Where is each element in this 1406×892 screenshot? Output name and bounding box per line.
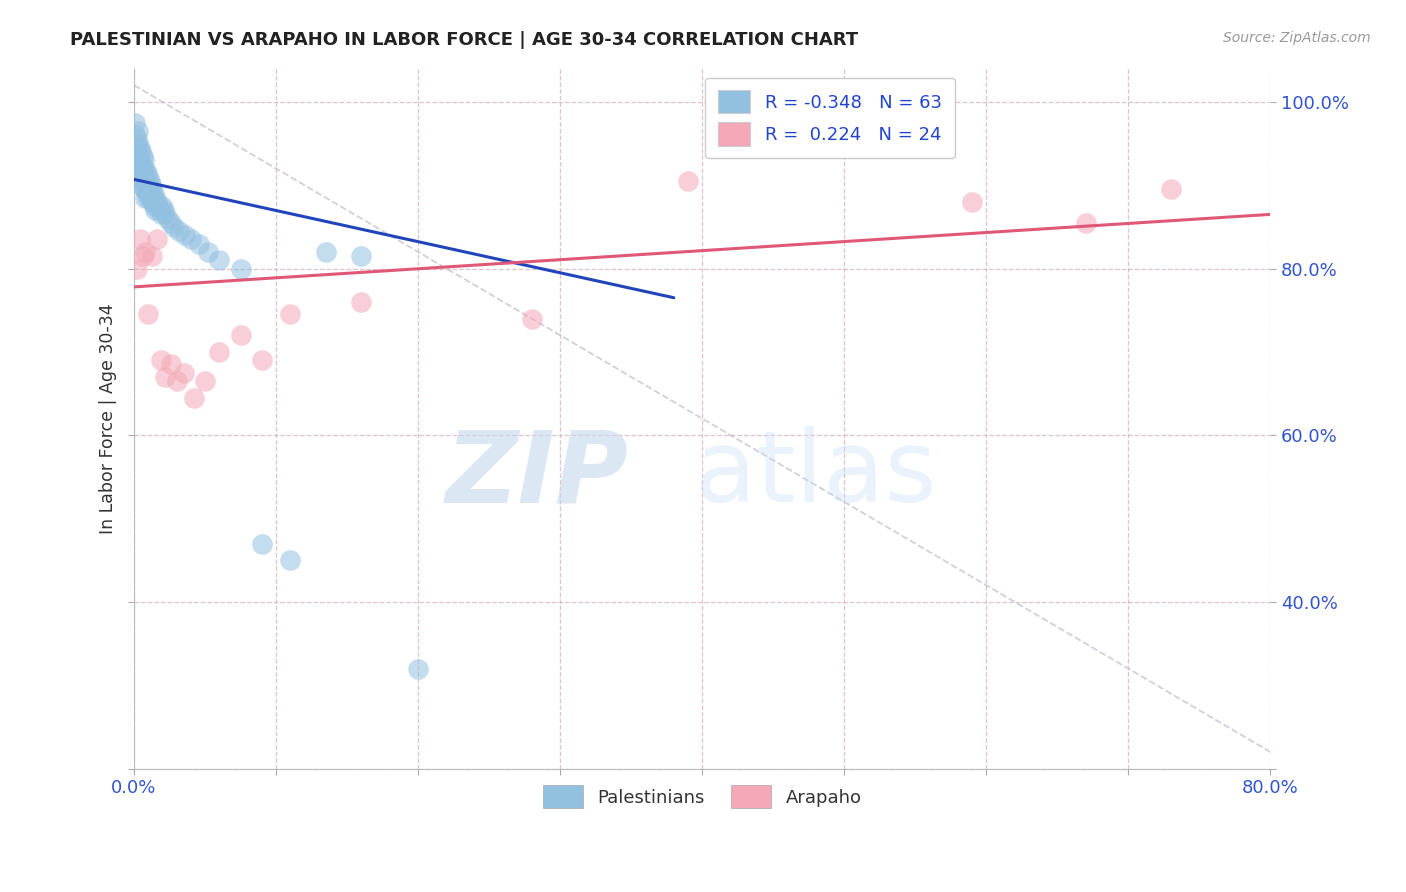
Point xyxy=(129,169,152,184)
Point xyxy=(278,553,301,567)
Point xyxy=(131,161,153,176)
Point xyxy=(143,203,166,218)
Y-axis label: In Labor Force | Age 30-34: In Labor Force | Age 30-34 xyxy=(100,303,117,534)
Point xyxy=(135,178,157,193)
Point xyxy=(166,374,188,388)
Point xyxy=(315,244,337,259)
Point xyxy=(128,153,150,168)
Point xyxy=(208,345,231,359)
Point xyxy=(141,249,163,263)
Point xyxy=(250,536,273,550)
Point xyxy=(183,391,205,405)
Point xyxy=(125,132,148,146)
Point xyxy=(163,219,186,234)
Point xyxy=(208,253,231,268)
Point xyxy=(139,191,162,205)
Point xyxy=(136,307,159,321)
Point xyxy=(124,116,146,130)
Point xyxy=(138,186,160,201)
Point xyxy=(150,353,173,368)
Point xyxy=(127,124,149,138)
Point xyxy=(160,216,183,230)
Point xyxy=(350,294,373,309)
Point xyxy=(131,149,153,163)
Point xyxy=(145,194,167,209)
Point xyxy=(139,178,162,193)
Point xyxy=(194,374,217,388)
Point xyxy=(145,232,167,246)
Point xyxy=(160,358,183,372)
Point xyxy=(1074,216,1097,230)
Point xyxy=(132,166,155,180)
Text: ZIP: ZIP xyxy=(446,426,628,523)
Point xyxy=(129,157,152,171)
Legend: Palestinians, Arapaho: Palestinians, Arapaho xyxy=(536,778,869,815)
Point xyxy=(127,153,149,168)
Point xyxy=(229,261,252,276)
Point xyxy=(134,161,156,176)
Point xyxy=(180,232,202,246)
Point xyxy=(278,307,301,321)
Point xyxy=(132,153,155,168)
Point xyxy=(136,191,159,205)
Point xyxy=(141,194,163,209)
Point xyxy=(134,191,156,205)
Point xyxy=(520,311,543,326)
Point xyxy=(129,145,152,159)
Point xyxy=(676,174,699,188)
Point xyxy=(188,236,211,251)
Point xyxy=(124,128,146,143)
Point xyxy=(1160,182,1182,196)
Point xyxy=(131,249,153,263)
Text: Source: ZipAtlas.com: Source: ZipAtlas.com xyxy=(1223,31,1371,45)
Point xyxy=(135,166,157,180)
Point xyxy=(142,199,165,213)
Point xyxy=(157,211,180,226)
Point xyxy=(136,169,159,184)
Text: PALESTINIAN VS ARAPAHO IN LABOR FORCE | AGE 30-34 CORRELATION CHART: PALESTINIAN VS ARAPAHO IN LABOR FORCE | … xyxy=(70,31,859,49)
Point xyxy=(152,199,174,213)
Point xyxy=(142,186,165,201)
Point xyxy=(173,366,195,380)
Point xyxy=(128,232,150,246)
Point xyxy=(143,191,166,205)
Point xyxy=(146,199,169,213)
Point xyxy=(155,370,177,384)
Point xyxy=(250,353,273,368)
Point xyxy=(155,207,177,221)
Point xyxy=(131,174,153,188)
Point xyxy=(141,182,163,196)
Point xyxy=(134,182,156,196)
Point xyxy=(127,136,149,151)
Point xyxy=(135,186,157,201)
Point xyxy=(132,174,155,188)
Point xyxy=(132,182,155,196)
Point xyxy=(153,203,176,218)
Point xyxy=(229,328,252,343)
Text: atlas: atlas xyxy=(695,426,936,523)
Point xyxy=(169,224,191,238)
Point xyxy=(150,207,173,221)
Point xyxy=(350,249,373,263)
Point xyxy=(134,244,156,259)
Point xyxy=(197,244,219,259)
Point xyxy=(125,141,148,155)
Point xyxy=(128,166,150,180)
Point xyxy=(149,203,172,218)
Point xyxy=(125,261,148,276)
Point xyxy=(960,194,983,209)
Point xyxy=(128,141,150,155)
Point xyxy=(129,178,152,193)
Point xyxy=(174,228,197,243)
Point xyxy=(134,174,156,188)
Point xyxy=(406,662,429,676)
Point xyxy=(138,174,160,188)
Point xyxy=(136,182,159,196)
